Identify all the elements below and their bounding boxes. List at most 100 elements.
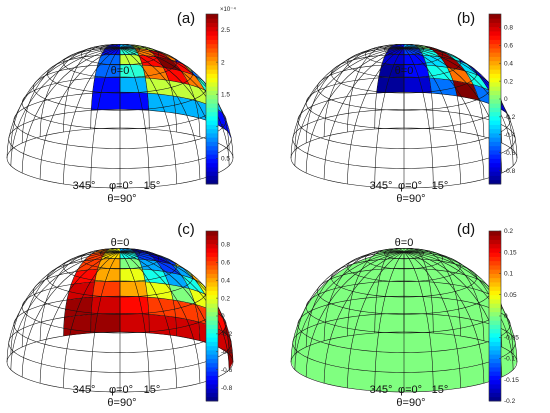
longitude-meridian	[10, 47, 121, 166]
heatmap-cell	[324, 363, 349, 388]
colorbar-swatch	[206, 86, 218, 91]
colorbar-swatch	[489, 256, 501, 262]
colorbar-tick-label: 0	[504, 96, 508, 103]
colorbar-swatch	[206, 286, 218, 291]
colorbar-swatch	[489, 43, 501, 49]
heatmap-cell	[320, 282, 342, 303]
heatmap-cell	[120, 92, 149, 111]
colorbar-swatch	[206, 362, 218, 368]
longitude-meridian	[6, 251, 121, 363]
colorbar-swatch	[489, 124, 501, 130]
heatmap-cell	[97, 258, 120, 270]
longitude-meridian	[63, 251, 121, 388]
longitude-meridian	[119, 247, 150, 334]
heatmap-cell	[376, 77, 404, 94]
longitude-meridian	[403, 47, 434, 187]
colorbar-swatch	[206, 111, 218, 117]
longitude-meridian	[305, 47, 405, 174]
panel-a: θ=0 345° φ=0° 15° θ=90° (a) 0.5 1 1.5 2 2.5 ×…	[6, 6, 236, 205]
panel-label-a: (a)	[177, 10, 195, 27]
colorbar-swatch	[206, 303, 218, 308]
colorbar-swatch	[489, 316, 501, 321]
colorbar-b: 0.8 0.6 0.4 0.2 0 -0.2 -0.4 -0.6 -0.8	[488, 13, 516, 185]
heatmap-cell	[500, 350, 514, 377]
colorbar-tick-label: 0.2	[221, 295, 230, 302]
heatmap-cell	[367, 279, 390, 297]
heatmap-cell	[404, 268, 419, 282]
heatmap-cell	[455, 60, 479, 76]
colorbar-swatch	[206, 128, 218, 134]
longitude-meridian	[90, 47, 121, 187]
longitude-meridian	[119, 251, 230, 355]
heatmap-cell	[292, 324, 302, 351]
theta-zero-label-d: θ=0	[395, 237, 414, 249]
heatmap-cell	[404, 332, 432, 353]
colorbar-tick-label: 0.2	[504, 78, 513, 85]
longitude-meridian	[63, 47, 121, 184]
heatmap-cell	[92, 77, 120, 94]
colorbar-swatch	[206, 282, 218, 287]
colorbar-swatch	[206, 277, 218, 283]
colorbar-swatch	[489, 282, 501, 287]
heatmap-cell	[350, 329, 379, 352]
longitude-meridian	[294, 251, 405, 370]
colorbar-swatch	[206, 371, 218, 376]
colorbar-swatch	[489, 69, 501, 74]
colorbar-swatch	[206, 137, 218, 142]
longitude-meridian	[403, 43, 434, 130]
heatmap-cell	[156, 261, 182, 276]
colorbar-swatch	[206, 367, 218, 372]
heatmap-cell	[366, 255, 388, 264]
colorbar-swatch	[206, 116, 218, 121]
colorbar-swatch	[489, 86, 501, 91]
longitude-meridian	[403, 47, 485, 180]
heatmap-cell	[91, 92, 120, 111]
heatmap-cell	[404, 371, 434, 392]
heatmap-cell	[307, 338, 329, 364]
theta-zero-label-b: θ=0	[395, 65, 414, 77]
colorbar-swatch	[489, 273, 501, 279]
longitude-meridian	[119, 47, 234, 159]
longitude-meridian	[347, 47, 405, 184]
colorbar-swatch	[206, 324, 218, 330]
heatmap-cell	[168, 80, 196, 101]
colorbar-swatch	[489, 133, 501, 138]
longitude-meridian	[403, 247, 434, 334]
heatmap-cell	[384, 258, 399, 269]
heatmap-cell	[404, 77, 432, 94]
longitude-meridian	[119, 47, 150, 187]
heatmap-cell	[312, 319, 335, 345]
colorbar-tick-label: -0.2	[504, 114, 516, 121]
heatmap-cell	[163, 271, 190, 289]
colorbar-swatch	[489, 299, 501, 304]
colorbar-tick-label: 2	[221, 59, 225, 66]
longitude-meridian	[10, 251, 121, 370]
colorbar-swatch	[489, 175, 501, 181]
heatmap-cell	[390, 252, 404, 259]
longitude-meridian	[63, 248, 121, 337]
longitude-meridian	[403, 47, 461, 184]
heatmap-cell	[329, 287, 353, 308]
longitude-meridian	[323, 251, 405, 384]
colorbar-multiplier: ×10⁻⁴	[220, 6, 236, 13]
colorbar-swatch	[206, 158, 218, 164]
colorbar-swatch	[489, 239, 501, 245]
longitude-meridian	[21, 251, 121, 378]
heatmap-cell	[120, 54, 143, 66]
colorbar-tick-label: -0.8	[504, 168, 516, 175]
colorbar-swatch	[206, 358, 218, 364]
colorbar-swatch	[206, 388, 218, 393]
phi-left-label-b: 345°	[370, 180, 393, 192]
heatmap-cell	[455, 264, 479, 280]
colorbar-swatch	[489, 39, 501, 45]
heatmap-cell	[447, 307, 474, 330]
theta-ninety-label-d: θ=90°	[396, 397, 425, 409]
colorbar-swatch	[489, 26, 501, 32]
colorbar-swatch	[489, 333, 501, 338]
theta-ninety-label-b: θ=90°	[396, 193, 425, 205]
colorbar-swatch	[206, 320, 218, 325]
colorbar-swatch	[206, 43, 218, 49]
colorbar-swatch	[489, 362, 501, 368]
colorbar-swatch	[206, 52, 218, 57]
colorbar-swatch	[206, 18, 218, 23]
